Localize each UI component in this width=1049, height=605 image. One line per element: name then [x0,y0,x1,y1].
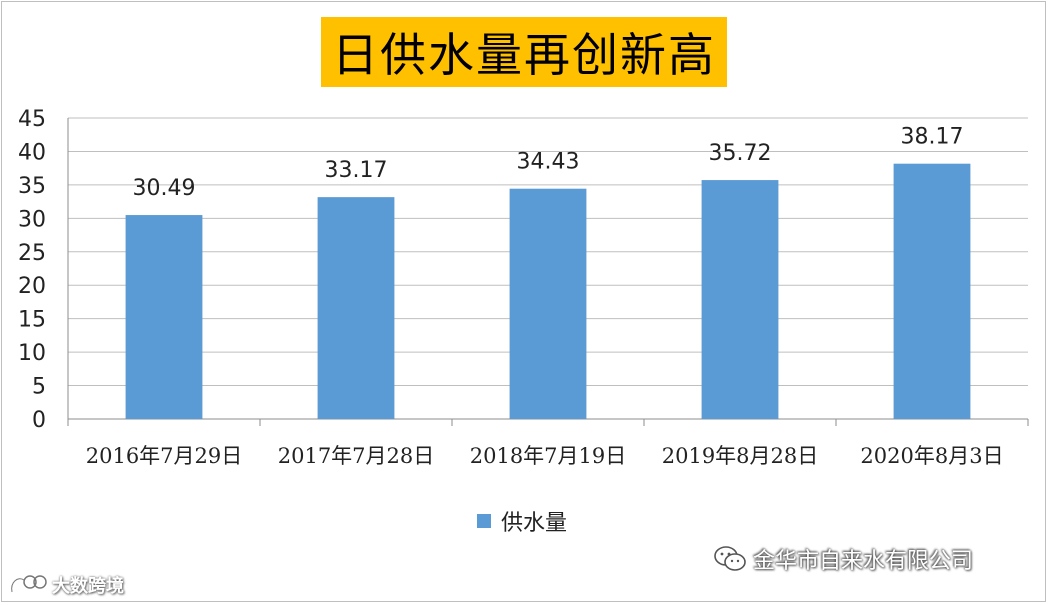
legend-swatch [477,514,491,528]
y-tick-label: 15 [18,308,46,333]
y-tick-label: 30 [18,207,46,232]
y-tick-label: 40 [18,140,46,165]
y-tick-label: 10 [18,341,46,366]
bar [893,163,971,419]
brand-watermark: 大数跨境 [8,570,124,600]
brand-text: 大数跨境 [52,576,124,597]
data-label: 38.17 [901,125,964,150]
wechat-icon [714,546,746,571]
chart-title: 日供水量再创新高 [332,28,716,82]
data-label: 34.43 [517,150,580,175]
y-tick-label: 45 [18,107,46,132]
brand-logo-icon [10,575,47,593]
x-tick-label: 2020年8月3日 [860,444,1003,468]
x-tick-label: 2016年7月29日 [86,444,243,468]
data-label: 35.72 [709,141,772,166]
y-tick-label: 5 [32,375,46,400]
legend-label: 供水量 [501,511,568,536]
y-tick-label: 25 [18,241,46,266]
legend: 供水量 [477,506,567,536]
bar [509,188,587,419]
watermark-text: 金华市自来水有限公司 [753,549,974,574]
x-tick-label: 2019年8月28日 [662,444,819,468]
x-tick-label: 2018年7月19日 [470,444,627,468]
data-label: 30.49 [133,176,196,201]
data-label: 33.17 [325,158,388,183]
chart-title-box: 日供水量再创新高 [321,17,727,87]
y-tick-label: 35 [18,174,46,199]
watermark: 金华市自来水有限公司 [713,542,973,576]
bar [125,215,203,419]
y-tick-label: 0 [32,408,46,433]
bar [317,197,395,419]
x-tick-label: 2017年7月28日 [278,444,435,468]
bar [701,180,779,419]
y-tick-label: 20 [18,274,46,299]
